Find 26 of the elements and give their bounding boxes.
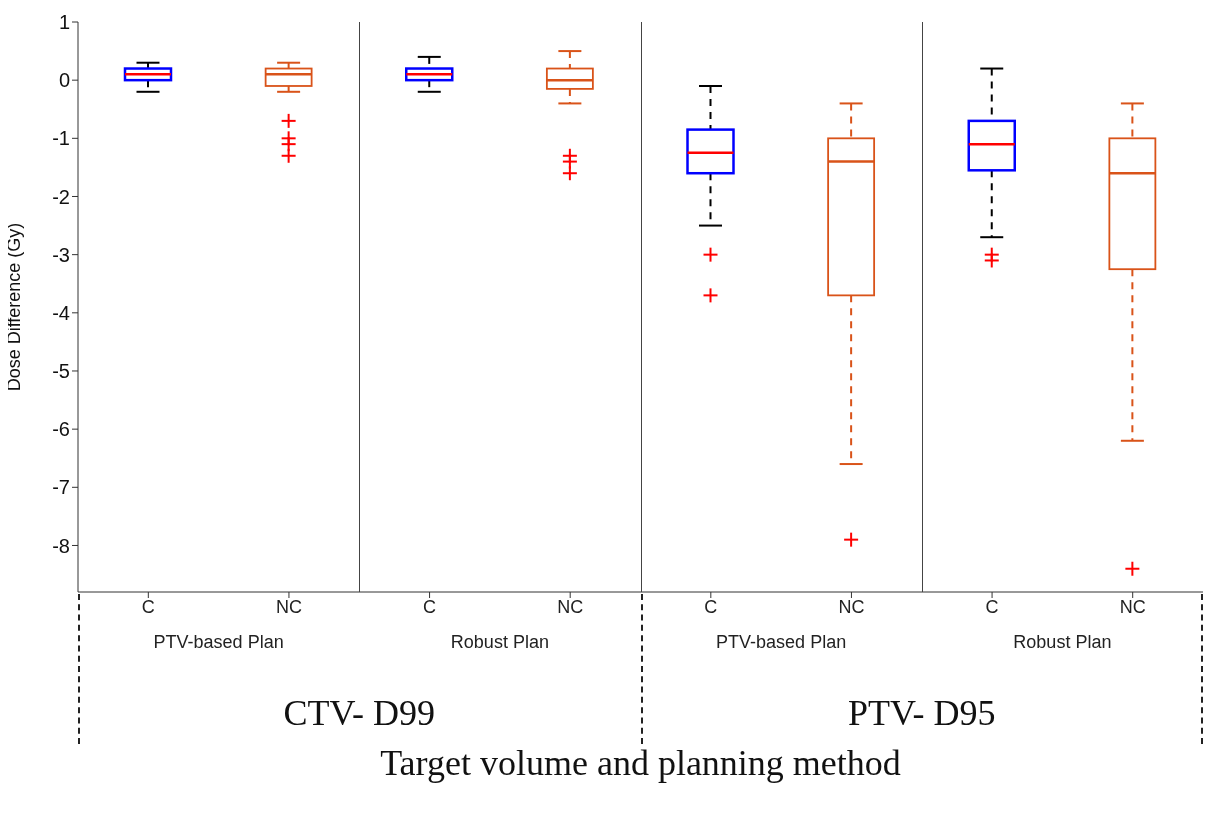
y-tick-label: -1 — [52, 127, 70, 150]
x-tick-label: NC — [557, 596, 584, 617]
y-tick-label: -6 — [52, 418, 70, 441]
y-tick-label: 0 — [58, 69, 70, 92]
x-tick-label: C — [704, 596, 718, 617]
text: PTV- D95 — [846, 692, 997, 734]
x-tick-label: NC — [1119, 596, 1146, 617]
x-tick-label: C — [423, 596, 437, 617]
y-tick-label: -7 — [52, 476, 70, 499]
y-tick-label: -8 — [52, 534, 70, 557]
y-axis-title: Dose Difference (Gy) — [4, 222, 25, 392]
y-tick-label: -4 — [52, 301, 70, 324]
text: Robust Plan — [1012, 632, 1113, 653]
y-tick-label: -3 — [52, 243, 70, 266]
text: PTV-based Plan — [152, 632, 285, 653]
x-axis-title: Target volume and planning method — [379, 742, 902, 784]
text: Robust Plan — [449, 632, 550, 653]
y-tick-label: -2 — [52, 185, 70, 208]
x-tick-label: NC — [838, 596, 865, 617]
text: PTV-based Plan — [715, 632, 848, 653]
y-tick-label: -5 — [52, 360, 70, 383]
x-tick-label: NC — [275, 596, 302, 617]
text: CTV- D99 — [282, 692, 437, 734]
x-tick-label: C — [141, 596, 155, 617]
x-tick-label: C — [985, 596, 999, 617]
y-tick-label: 1 — [58, 11, 70, 34]
